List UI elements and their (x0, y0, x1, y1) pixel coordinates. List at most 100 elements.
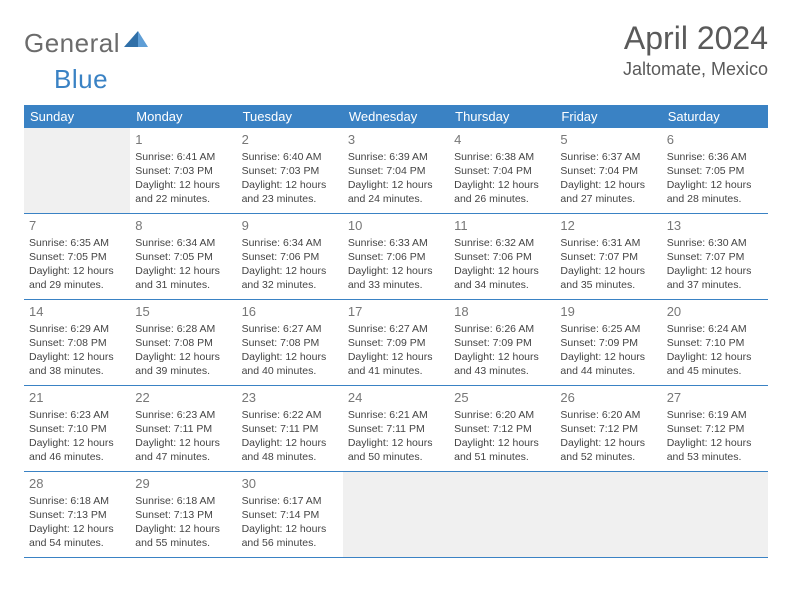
day-cell: 1Sunrise: 6:41 AMSunset: 7:03 PMDaylight… (130, 128, 236, 213)
day-number: 8 (135, 217, 231, 235)
sunrise-text: Sunrise: 6:33 AM (348, 236, 444, 250)
day-number: 18 (454, 303, 550, 321)
daylight-text: Daylight: 12 hours and 32 minutes. (242, 264, 338, 292)
week-row: 7Sunrise: 6:35 AMSunset: 7:05 PMDaylight… (24, 214, 768, 300)
day-cell: 3Sunrise: 6:39 AMSunset: 7:04 PMDaylight… (343, 128, 449, 213)
day-number: 25 (454, 389, 550, 407)
daylight-text: Daylight: 12 hours and 52 minutes. (560, 436, 656, 464)
sunrise-text: Sunrise: 6:37 AM (560, 150, 656, 164)
weeks: 1Sunrise: 6:41 AMSunset: 7:03 PMDaylight… (24, 128, 768, 558)
day-cell: 25Sunrise: 6:20 AMSunset: 7:12 PMDayligh… (449, 386, 555, 471)
sunset-text: Sunset: 7:07 PM (560, 250, 656, 264)
sunset-text: Sunset: 7:13 PM (135, 508, 231, 522)
day-number: 28 (29, 475, 125, 493)
sunrise-text: Sunrise: 6:24 AM (667, 322, 763, 336)
sunrise-text: Sunrise: 6:38 AM (454, 150, 550, 164)
day-number: 10 (348, 217, 444, 235)
day-number: 16 (242, 303, 338, 321)
day-cell: 8Sunrise: 6:34 AMSunset: 7:05 PMDaylight… (130, 214, 236, 299)
sunrise-text: Sunrise: 6:17 AM (242, 494, 338, 508)
daylight-text: Daylight: 12 hours and 56 minutes. (242, 522, 338, 550)
day-number: 17 (348, 303, 444, 321)
sunrise-text: Sunrise: 6:34 AM (242, 236, 338, 250)
sunset-text: Sunset: 7:12 PM (560, 422, 656, 436)
week-row: 1Sunrise: 6:41 AMSunset: 7:03 PMDaylight… (24, 128, 768, 214)
sunrise-text: Sunrise: 6:23 AM (135, 408, 231, 422)
logo: General (24, 28, 152, 59)
daylight-text: Daylight: 12 hours and 47 minutes. (135, 436, 231, 464)
daylight-text: Daylight: 12 hours and 29 minutes. (29, 264, 125, 292)
day-number: 19 (560, 303, 656, 321)
logo-triangle-icon (124, 29, 150, 54)
day-cell: 10Sunrise: 6:33 AMSunset: 7:06 PMDayligh… (343, 214, 449, 299)
sunrise-text: Sunrise: 6:22 AM (242, 408, 338, 422)
day-number: 6 (667, 131, 763, 149)
daylight-text: Daylight: 12 hours and 51 minutes. (454, 436, 550, 464)
day-number: 1 (135, 131, 231, 149)
day-cell (555, 472, 661, 557)
day-cell (343, 472, 449, 557)
sunset-text: Sunset: 7:09 PM (348, 336, 444, 350)
weekday-header: SundayMondayTuesdayWednesdayThursdayFrid… (24, 105, 768, 128)
sunrise-text: Sunrise: 6:26 AM (454, 322, 550, 336)
day-cell: 13Sunrise: 6:30 AMSunset: 7:07 PMDayligh… (662, 214, 768, 299)
day-cell: 22Sunrise: 6:23 AMSunset: 7:11 PMDayligh… (130, 386, 236, 471)
day-cell: 19Sunrise: 6:25 AMSunset: 7:09 PMDayligh… (555, 300, 661, 385)
sunrise-text: Sunrise: 6:21 AM (348, 408, 444, 422)
sunset-text: Sunset: 7:11 PM (242, 422, 338, 436)
week-row: 28Sunrise: 6:18 AMSunset: 7:13 PMDayligh… (24, 472, 768, 558)
day-number: 23 (242, 389, 338, 407)
sunrise-text: Sunrise: 6:35 AM (29, 236, 125, 250)
sunrise-text: Sunrise: 6:27 AM (348, 322, 444, 336)
sunrise-text: Sunrise: 6:18 AM (29, 494, 125, 508)
day-number: 2 (242, 131, 338, 149)
sunset-text: Sunset: 7:03 PM (135, 164, 231, 178)
sunset-text: Sunset: 7:09 PM (454, 336, 550, 350)
day-number: 14 (29, 303, 125, 321)
sunset-text: Sunset: 7:06 PM (454, 250, 550, 264)
day-number: 21 (29, 389, 125, 407)
day-cell: 29Sunrise: 6:18 AMSunset: 7:13 PMDayligh… (130, 472, 236, 557)
sunrise-text: Sunrise: 6:41 AM (135, 150, 231, 164)
week-row: 21Sunrise: 6:23 AMSunset: 7:10 PMDayligh… (24, 386, 768, 472)
weekday-label: Sunday (24, 105, 130, 128)
sunset-text: Sunset: 7:08 PM (135, 336, 231, 350)
day-cell: 26Sunrise: 6:20 AMSunset: 7:12 PMDayligh… (555, 386, 661, 471)
weekday-label: Wednesday (343, 105, 449, 128)
day-cell (24, 128, 130, 213)
location: Jaltomate, Mexico (623, 59, 768, 80)
weekday-label: Friday (555, 105, 661, 128)
daylight-text: Daylight: 12 hours and 46 minutes. (29, 436, 125, 464)
sunset-text: Sunset: 7:13 PM (29, 508, 125, 522)
day-cell (449, 472, 555, 557)
daylight-text: Daylight: 12 hours and 33 minutes. (348, 264, 444, 292)
daylight-text: Daylight: 12 hours and 28 minutes. (667, 178, 763, 206)
daylight-text: Daylight: 12 hours and 34 minutes. (454, 264, 550, 292)
day-cell (662, 472, 768, 557)
sunset-text: Sunset: 7:05 PM (29, 250, 125, 264)
sunrise-text: Sunrise: 6:25 AM (560, 322, 656, 336)
sunrise-text: Sunrise: 6:28 AM (135, 322, 231, 336)
day-number: 20 (667, 303, 763, 321)
day-cell: 14Sunrise: 6:29 AMSunset: 7:08 PMDayligh… (24, 300, 130, 385)
sunset-text: Sunset: 7:08 PM (242, 336, 338, 350)
day-cell: 20Sunrise: 6:24 AMSunset: 7:10 PMDayligh… (662, 300, 768, 385)
sunrise-text: Sunrise: 6:27 AM (242, 322, 338, 336)
sunrise-text: Sunrise: 6:19 AM (667, 408, 763, 422)
day-number: 4 (454, 131, 550, 149)
day-cell: 16Sunrise: 6:27 AMSunset: 7:08 PMDayligh… (237, 300, 343, 385)
sunset-text: Sunset: 7:06 PM (242, 250, 338, 264)
daylight-text: Daylight: 12 hours and 45 minutes. (667, 350, 763, 378)
day-number: 15 (135, 303, 231, 321)
day-number: 7 (29, 217, 125, 235)
sunset-text: Sunset: 7:09 PM (560, 336, 656, 350)
sunrise-text: Sunrise: 6:34 AM (135, 236, 231, 250)
sunset-text: Sunset: 7:04 PM (348, 164, 444, 178)
sunrise-text: Sunrise: 6:20 AM (560, 408, 656, 422)
day-cell: 2Sunrise: 6:40 AMSunset: 7:03 PMDaylight… (237, 128, 343, 213)
month-title: April 2024 (623, 20, 768, 57)
sunset-text: Sunset: 7:03 PM (242, 164, 338, 178)
sunset-text: Sunset: 7:14 PM (242, 508, 338, 522)
sunset-text: Sunset: 7:07 PM (667, 250, 763, 264)
calendar: SundayMondayTuesdayWednesdayThursdayFrid… (24, 105, 768, 558)
